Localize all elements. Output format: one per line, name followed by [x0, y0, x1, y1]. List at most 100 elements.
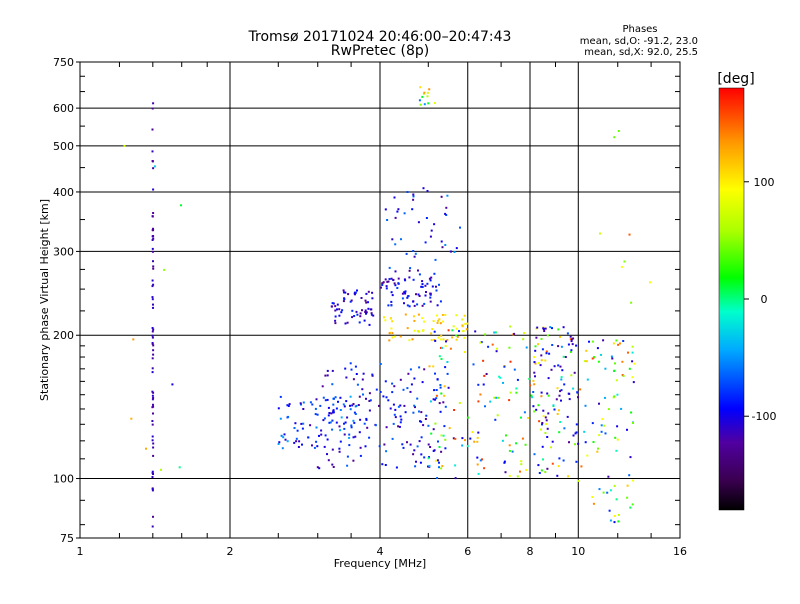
data-point: [461, 324, 464, 327]
data-point: [600, 430, 603, 433]
data-point: [360, 297, 363, 299]
data-point: [551, 327, 553, 330]
data-point: [414, 465, 417, 468]
data-point: [571, 343, 574, 346]
data-point: [354, 365, 357, 368]
data-point: [356, 313, 359, 316]
data-point: [151, 367, 154, 370]
data-point: [371, 291, 374, 294]
data-point: [279, 395, 282, 398]
data-point: [542, 415, 545, 418]
data-point: [481, 458, 483, 461]
y-axis-label: Stationary phase Virtual Height [km]: [38, 199, 51, 401]
y-axis-ticks: 75 100 200 300 400 500 600 750: [53, 56, 680, 545]
data-point: [421, 286, 424, 288]
data-point: [432, 365, 435, 368]
data-point: [529, 384, 532, 387]
data-point: [615, 449, 618, 452]
data-point: [628, 233, 631, 236]
data-point: [396, 210, 399, 213]
data-point: [339, 396, 342, 399]
data-point: [345, 376, 348, 379]
data-point: [556, 474, 559, 477]
data-point: [515, 387, 518, 390]
data-point: [613, 136, 616, 139]
data-point: [525, 346, 528, 349]
x-tick-label: 8: [527, 545, 534, 558]
data-point: [477, 472, 480, 475]
data-point: [583, 430, 586, 433]
data-point: [479, 393, 482, 396]
data-point: [464, 351, 466, 353]
data-point: [570, 340, 573, 343]
data-point: [424, 284, 427, 287]
data-point: [151, 471, 154, 474]
data-point: [326, 453, 328, 456]
data-point: [151, 107, 154, 110]
data-point: [598, 488, 601, 491]
data-point: [551, 344, 554, 346]
data-point: [436, 378, 439, 381]
data-point: [568, 441, 570, 444]
data-point: [358, 431, 361, 434]
data-point: [432, 428, 435, 431]
data-point: [153, 165, 156, 168]
data-point: [368, 392, 371, 395]
data-point: [326, 374, 329, 377]
data-point: [151, 423, 154, 426]
data-point: [429, 235, 432, 238]
y-tick-label: 600: [53, 102, 74, 115]
data-point: [343, 422, 345, 425]
data-point: [476, 456, 479, 459]
data-point: [411, 338, 414, 341]
data-point: [525, 469, 528, 471]
data-point: [413, 404, 416, 407]
data-point: [540, 395, 543, 398]
data-point: [534, 375, 536, 378]
data-point: [339, 409, 342, 411]
data-point: [315, 426, 318, 429]
data-point: [447, 386, 450, 389]
data-point: [535, 336, 538, 339]
data-point: [575, 344, 578, 347]
data-point: [335, 421, 338, 424]
data-point: [350, 368, 353, 371]
data-point: [364, 311, 367, 313]
data-point: [572, 337, 575, 340]
data-point: [585, 360, 588, 363]
data-point: [437, 440, 439, 443]
data-point: [459, 226, 461, 229]
data-point: [586, 454, 589, 457]
data-point: [151, 334, 154, 337]
data-point: [390, 291, 393, 294]
data-point: [551, 462, 554, 465]
x-tick-label: 2: [227, 545, 234, 558]
data-point: [613, 395, 616, 398]
data-point: [615, 498, 618, 501]
data-point: [591, 496, 594, 498]
data-point: [568, 392, 571, 395]
data-point: [356, 383, 359, 386]
data-point: [511, 450, 514, 453]
x-tick-label: 6: [464, 545, 471, 558]
data-point: [598, 402, 600, 405]
data-point: [418, 99, 421, 102]
data-point: [396, 287, 399, 289]
data-point: [151, 390, 154, 393]
data-point: [416, 330, 419, 332]
data-point: [452, 437, 455, 440]
data-point: [352, 419, 355, 422]
data-point: [344, 367, 347, 370]
data-point: [631, 360, 634, 363]
data-point: [562, 459, 565, 462]
data-point: [523, 411, 526, 414]
data-point: [420, 436, 423, 439]
data-point: [508, 474, 511, 477]
data-point: [435, 285, 437, 288]
data-point: [298, 440, 301, 443]
data-point: [379, 363, 382, 365]
data-point: [520, 463, 523, 466]
data-point: [493, 331, 496, 334]
data-point: [550, 446, 552, 449]
data-point: [546, 467, 549, 470]
